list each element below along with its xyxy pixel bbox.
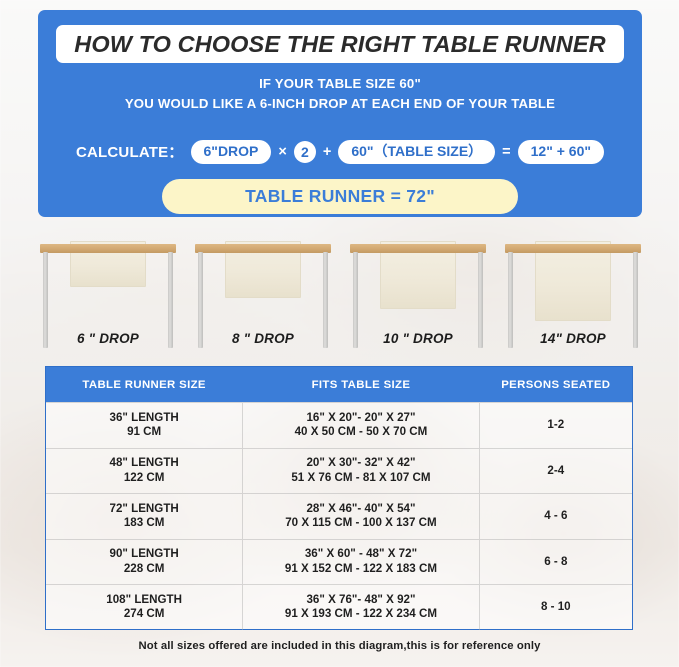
calculation-row: CALCULATE： 6"DROP × 2 + 60"（TABLE SIZE） …	[38, 140, 642, 164]
runner-size-cm: 91 CM	[127, 425, 162, 439]
drop-illustration-6in: 6 " DROP	[32, 236, 184, 348]
title-box: HOW TO CHOOSE THE RIGHT TABLE RUNNER	[56, 25, 624, 63]
sizing-table: TABLE RUNNER SIZE FITS TABLE SIZE PERSON…	[45, 366, 633, 630]
cell-fits-table-size: 20" X 30"- 32" X 42" 51 X 76 CM - 81 X 1…	[242, 448, 480, 493]
cell-runner-size: 90" LENGTH 228 CM	[46, 540, 242, 585]
drop-label-6in: 6 " DROP	[76, 331, 139, 346]
column-header-fits-table-size: FITS TABLE SIZE	[311, 378, 411, 391]
table-leg-right-graphic	[323, 252, 328, 348]
page-title: HOW TO CHOOSE THE RIGHT TABLE RUNNER	[74, 30, 606, 57]
table-row: 72" LENGTH 183 CM 28" X 46"- 40" X 54" 7…	[46, 493, 632, 539]
cell-persons-seated: 1-2	[547, 418, 565, 431]
fits-inches: 36" X 76"- 48" X 92"	[306, 592, 416, 606]
runner-size-inches: 90" LENGTH	[109, 547, 179, 561]
cell-fits-table-size: 36" X 76"- 48" X 92" 91 X 193 CM - 122 X…	[242, 585, 480, 630]
table-leg-left-graphic	[198, 252, 203, 348]
fits-cm: 70 X 115 CM - 100 X 137 CM	[285, 516, 437, 530]
table-header-row: TABLE RUNNER SIZE FITS TABLE SIZE PERSON…	[46, 367, 632, 402]
runner-size-cm: 274 CM	[123, 607, 165, 621]
fits-cm: 40 X 50 CM - 50 X 70 CM	[294, 425, 428, 439]
runner-size-cm: 183 CM	[123, 516, 165, 530]
fits-inches: 28" X 46"- 40" X 54"	[306, 501, 416, 515]
table-leg-right-graphic	[168, 252, 173, 348]
runner-size-cm: 122 CM	[123, 470, 165, 484]
fits-inches: 16" X 20"- 20" X 27"	[306, 410, 416, 424]
calc-term-result: 12" + 60"	[517, 140, 605, 164]
multiply-operator-icon: ×	[278, 143, 287, 160]
drop-label-14in: 14" DROP	[540, 331, 606, 346]
fits-cm: 91 X 152 CM - 122 X 183 CM	[284, 561, 437, 575]
hero-subtitle: IF YOUR TABLE SIZE 60" YOU WOULD LIKE A …	[38, 74, 642, 114]
fits-cm: 91 X 193 CM - 122 X 234 CM	[284, 607, 437, 621]
table-leg-right-graphic	[633, 252, 638, 348]
equals-operator-icon: =	[502, 143, 511, 160]
fits-inches: 20" X 30"- 32" X 42"	[306, 456, 416, 470]
table-row: 90" LENGTH 228 CM 36" X 60" - 48" X 72" …	[46, 538, 632, 585]
drop-illustration-14in: 14" DROP	[497, 236, 649, 348]
calc-term-drop: 6"DROP	[190, 140, 272, 164]
calculate-label: CALCULATE：	[75, 144, 184, 162]
tabletop-graphic	[40, 244, 176, 253]
table-row: 48" LENGTH 122 CM 20" X 30"- 32" X 42" 5…	[46, 447, 632, 494]
column-header-persons-seated: PERSONS SEATED	[501, 378, 611, 391]
cell-fits-table-size: 36" X 60" - 48" X 72" 91 X 152 CM - 122 …	[242, 539, 480, 584]
table-row: 36" LENGTH 91 CM 16" X 20"- 20" X 27" 40…	[46, 402, 632, 448]
footnote: Not all sizes offered are included in th…	[138, 640, 541, 652]
cell-fits-table-size: 28" X 46"- 40" X 54" 70 X 115 CM - 100 X…	[242, 494, 480, 539]
drop-illustration-8in: 8 " DROP	[187, 236, 339, 348]
tabletop-graphic	[195, 244, 331, 253]
drop-label-8in: 8 " DROP	[231, 331, 294, 346]
calc-term-multiplier: 2	[293, 140, 316, 163]
runner-size-cm: 228 CM	[123, 561, 165, 575]
result-pill: TABLE RUNNER = 72"	[162, 179, 518, 214]
drop-illustrations: 6 " DROP 8 " DROP 10 " DROP 14" DROP	[32, 236, 650, 348]
cell-persons-seated: 4 - 6	[544, 509, 568, 522]
table-leg-left-graphic	[353, 252, 358, 348]
fits-inches: 36" X 60" - 48" X 72"	[304, 547, 418, 561]
runner-size-inches: 36" LENGTH	[109, 410, 179, 424]
table-row: 108" LENGTH 274 CM 36" X 76"- 48" X 92" …	[46, 584, 632, 630]
hero-panel: HOW TO CHOOSE THE RIGHT TABLE RUNNER IF …	[38, 10, 642, 217]
cell-persons-seated: 8 - 10	[540, 600, 571, 613]
table-leg-left-graphic	[43, 252, 48, 348]
drop-label-10in: 10 " DROP	[383, 331, 453, 346]
column-header-runner-size: TABLE RUNNER SIZE	[82, 378, 206, 391]
cell-runner-size: 48" LENGTH 122 CM	[46, 449, 242, 494]
cell-runner-size: 108" LENGTH 274 CM	[46, 585, 242, 630]
runner-size-inches: 108" LENGTH	[106, 592, 183, 606]
drop-illustration-10in: 10 " DROP	[342, 236, 494, 348]
cell-fits-table-size: 16" X 20"- 20" X 27" 40 X 50 CM - 50 X 7…	[242, 403, 480, 448]
subtitle-line-2: YOU WOULD LIKE A 6-INCH DROP AT EACH END…	[124, 96, 556, 111]
table-leg-right-graphic	[478, 252, 483, 348]
calc-term-table-size: 60"（TABLE SIZE）	[338, 140, 496, 164]
table-runner-graphic	[535, 241, 611, 321]
table-leg-left-graphic	[508, 252, 513, 348]
result-text: TABLE RUNNER = 72"	[245, 186, 435, 206]
runner-size-inches: 72" LENGTH	[109, 501, 179, 515]
subtitle-line-1: IF YOUR TABLE SIZE 60"	[259, 76, 421, 91]
cell-persons-seated: 6 - 8	[544, 554, 568, 568]
cell-persons-seated: 2-4	[547, 463, 565, 477]
tabletop-graphic	[505, 244, 641, 253]
plus-operator-icon: +	[322, 143, 332, 160]
cell-runner-size: 72" LENGTH 183 CM	[46, 494, 242, 539]
tabletop-graphic	[350, 244, 486, 253]
runner-size-inches: 48" LENGTH	[109, 456, 179, 470]
cell-runner-size: 36" LENGTH 91 CM	[46, 403, 242, 448]
fits-cm: 51 X 76 CM - 81 X 107 CM	[291, 470, 431, 484]
